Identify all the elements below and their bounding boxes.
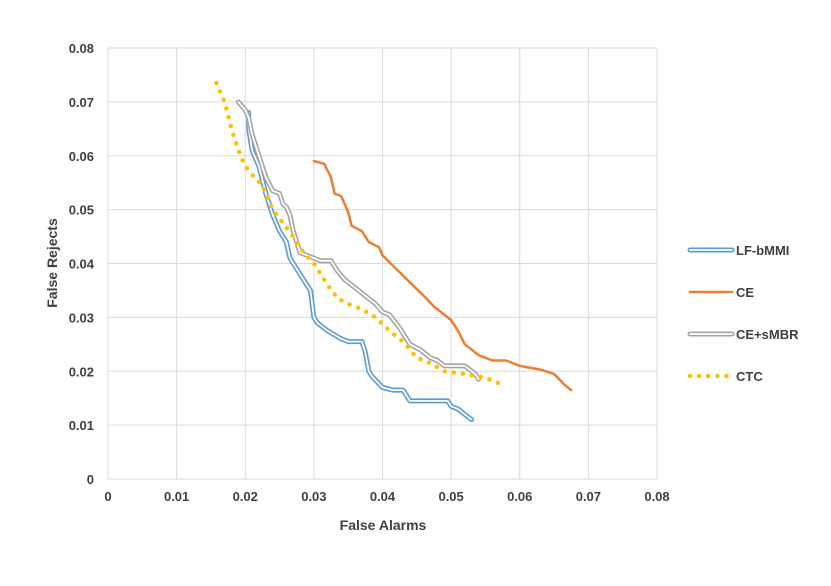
legend-entry: CTC — [687, 369, 763, 384]
x-tick-label: 0.03 — [301, 489, 326, 504]
legend-label: CTC — [736, 369, 763, 384]
series-line — [312, 159, 573, 392]
y-tick-label: 0.01 — [69, 418, 94, 433]
legend-label: CE — [736, 285, 754, 300]
y-tick-label: 0.06 — [69, 149, 94, 164]
x-tick-label: 0.07 — [576, 489, 601, 504]
y-axis-title: False Rejects — [44, 218, 60, 308]
series-ce — [312, 159, 573, 392]
y-tick-label: 0.07 — [69, 95, 94, 110]
y-tick-label: 0.08 — [69, 41, 94, 56]
series-line-inner — [247, 111, 473, 421]
legend-entry: CE+sMBR — [687, 327, 799, 342]
y-tick-label: 0 — [87, 472, 94, 487]
y-tick-label: 0.05 — [69, 203, 94, 218]
legend-entry: CE — [688, 285, 754, 300]
y-tick-label: 0.02 — [69, 364, 94, 379]
legend: LF-bMMI CE CE+sMBR CTC — [687, 243, 799, 384]
legend-label: LF-bMMI — [736, 243, 789, 258]
x-axis-ticks: 0 0.01 0.02 0.03 0.04 0.05 0.06 0.07 0.08 — [104, 489, 669, 504]
series-line — [214, 80, 505, 387]
series-lf-bmmi — [246, 110, 475, 423]
series-ctc — [214, 80, 505, 387]
x-tick-label: 0.06 — [507, 489, 532, 504]
y-tick-label: 0.04 — [69, 257, 95, 272]
x-tick-label: 0 — [104, 489, 111, 504]
series-line-inner — [237, 101, 480, 381]
x-axis-title: False Alarms — [340, 517, 427, 533]
x-tick-label: 0.01 — [164, 489, 189, 504]
x-tick-label: 0.08 — [644, 489, 669, 504]
plot-area — [214, 80, 573, 423]
series-ce-smbr — [235, 99, 482, 382]
y-axis-ticks: 0 0.01 0.02 0.03 0.04 0.05 0.06 0.07 0.08 — [69, 41, 95, 487]
legend-label: CE+sMBR — [736, 327, 799, 342]
gridlines — [107, 47, 658, 480]
x-tick-label: 0.04 — [370, 489, 396, 504]
x-tick-label: 0.05 — [438, 489, 463, 504]
y-tick-label: 0.03 — [69, 310, 94, 325]
x-tick-label: 0.02 — [233, 489, 258, 504]
legend-entry: LF-bMMI — [687, 243, 789, 258]
